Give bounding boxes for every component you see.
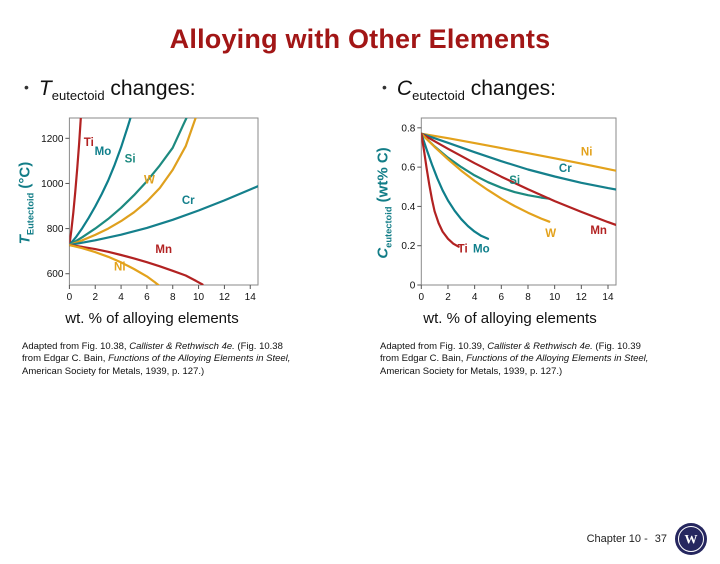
svg-text:6: 6: [499, 292, 505, 303]
svg-text:800: 800: [47, 224, 64, 235]
content-columns: • Teutectoid changes: TEutectoid (°C) 600…: [0, 77, 720, 378]
bullet-text: changes:: [104, 77, 196, 100]
svg-text:Ti: Ti: [458, 244, 468, 256]
svg-text:4: 4: [118, 292, 124, 303]
svg-text:0: 0: [419, 292, 425, 303]
svg-text:Cr: Cr: [182, 195, 195, 207]
right-chart-row: Ceutectoid (wt% C) 0 0.2 0.4 0.6 0.8 0 2 4 6 8 10 1…: [372, 111, 706, 307]
svg-text:Mo: Mo: [95, 146, 112, 158]
svg-text:Cr: Cr: [559, 163, 572, 175]
svg-text:6: 6: [144, 292, 150, 303]
svg-text:12: 12: [219, 292, 231, 303]
page-number: 37: [654, 533, 667, 545]
t-eutectoid-symbol: T: [38, 77, 52, 100]
svg-text:Mo: Mo: [473, 244, 490, 256]
slide: Alloying with Other Elements • Teutectoid…: [0, 24, 720, 564]
right-y-axis-label: Ceutectoid (wt% C): [372, 111, 394, 307]
y-axis-subscript: eutectoid: [383, 206, 394, 248]
t-eutectoid-subscript: eutectoid: [51, 88, 105, 104]
left-x-axis-label: wt. % of alloying elements: [65, 310, 239, 327]
svg-text:Ni: Ni: [581, 146, 593, 158]
left-caption: Adapted from Fig. 10.38, Callister & Ret…: [22, 341, 291, 377]
svg-text:Mn: Mn: [590, 225, 607, 237]
left-chart-row: TEutectoid (°C) 600 800 1000 1200 0 2 4 6 8 10 12 1…: [14, 111, 348, 307]
c-eutectoid-symbol: C: [396, 77, 413, 100]
svg-text:600: 600: [47, 269, 64, 280]
svg-text:Mn: Mn: [155, 244, 172, 256]
svg-text:W: W: [545, 228, 556, 240]
svg-text:Si: Si: [125, 154, 136, 166]
right-x-axis-label: wt. % of alloying elements: [423, 310, 597, 327]
svg-text:1200: 1200: [41, 134, 64, 145]
chapter-label: Chapter 10 -: [586, 533, 648, 545]
svg-text:14: 14: [245, 292, 257, 303]
y-axis-symbol: T: [16, 235, 34, 245]
left-bullet-heading: • Teutectoid changes:: [24, 77, 348, 104]
y-axis-units: (wt% C): [374, 147, 392, 207]
svg-text:14: 14: [602, 292, 614, 303]
svg-text:0.4: 0.4: [401, 202, 415, 213]
university-seal-icon: W: [675, 523, 707, 555]
svg-text:1000: 1000: [41, 179, 64, 190]
footer: Chapter 10 - 37 W: [587, 522, 708, 556]
svg-text:Ni: Ni: [114, 261, 126, 273]
slide-title: Alloying with Other Elements: [169, 24, 551, 54]
svg-text:0.2: 0.2: [401, 241, 415, 252]
svg-text:10: 10: [193, 292, 205, 303]
svg-text:W: W: [144, 174, 155, 186]
svg-text:8: 8: [525, 292, 531, 303]
bullet-marker: •: [382, 79, 387, 95]
svg-text:0.6: 0.6: [401, 163, 415, 174]
svg-text:12: 12: [576, 292, 588, 303]
right-chart: 0 0.2 0.4 0.6 0.8 0 2 4 6 8 10 12 14 Ni Cr Si Mn W Mo Ti: [401, 117, 617, 303]
y-axis-symbol: C: [374, 247, 392, 259]
svg-text:10: 10: [549, 292, 561, 303]
right-bullet-heading: • Ceutectoid changes:: [382, 77, 706, 104]
svg-text:2: 2: [92, 292, 98, 303]
bullet-marker: •: [24, 79, 29, 95]
svg-text:0.8: 0.8: [401, 123, 415, 134]
y-axis-units: (°C): [16, 161, 34, 193]
svg-text:Ti: Ti: [84, 137, 94, 149]
svg-text:8: 8: [170, 292, 176, 303]
svg-text:Si: Si: [509, 175, 520, 187]
left-panel: • Teutectoid changes: TEutectoid (°C) 600…: [14, 77, 348, 378]
left-y-axis-label: TEutectoid (°C): [14, 111, 36, 307]
seal-letter: W: [685, 532, 698, 547]
svg-text:0: 0: [410, 281, 416, 292]
right-caption: Adapted from Fig. 10.39, Callister & Ret…: [380, 341, 649, 377]
svg-text:2: 2: [445, 292, 451, 303]
bullet-text: changes:: [464, 77, 556, 100]
right-panel: • Ceutectoid changes: Ceutectoid (wt% C) …: [372, 77, 706, 378]
svg-text:4: 4: [472, 292, 478, 303]
c-eutectoid-subscript: eutectoid: [412, 88, 465, 104]
svg-text:0: 0: [67, 292, 73, 303]
y-axis-subscript: Eutectoid: [25, 192, 36, 236]
